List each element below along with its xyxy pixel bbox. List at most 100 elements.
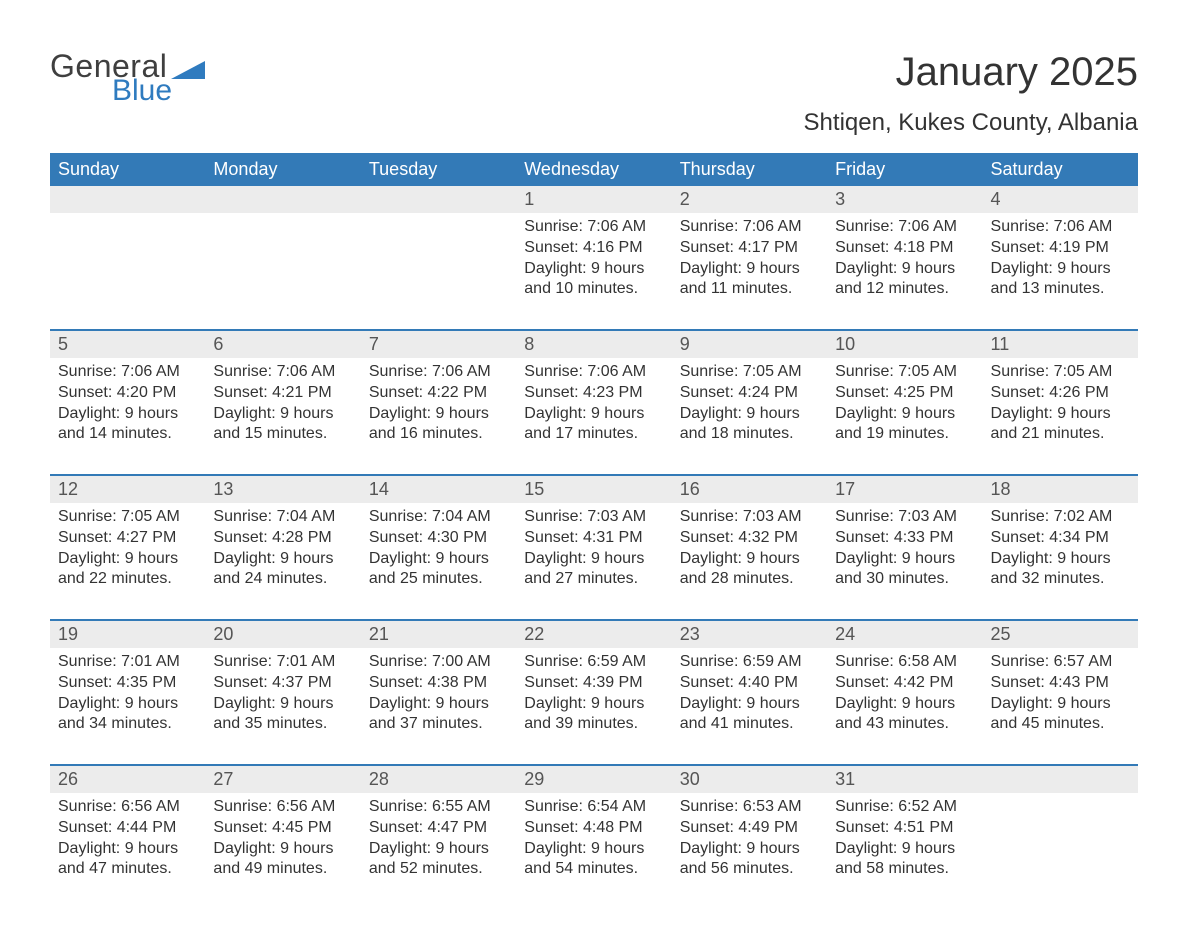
- day-body-row: Sunrise: 7:01 AMSunset: 4:35 PMDaylight:…: [50, 648, 1138, 750]
- sunrise-line: Sunrise: 7:06 AM: [58, 362, 197, 383]
- sunset-line: Sunset: 4:25 PM: [835, 383, 974, 404]
- day-cell: Sunrise: 6:58 AMSunset: 4:42 PMDaylight:…: [827, 648, 982, 750]
- dow-cell: Thursday: [672, 153, 827, 186]
- daylight-line: Daylight: 9 hours and 28 minutes.: [680, 549, 819, 591]
- sunrise-line: Sunrise: 6:53 AM: [680, 797, 819, 818]
- daylight-line: Daylight: 9 hours and 10 minutes.: [524, 259, 663, 301]
- sunset-line: Sunset: 4:48 PM: [524, 818, 663, 839]
- sunrise-line: Sunrise: 6:59 AM: [524, 652, 663, 673]
- dow-cell: Friday: [827, 153, 982, 186]
- week-block: 262728293031Sunrise: 6:56 AMSunset: 4:44…: [50, 764, 1138, 895]
- daynum-cell: 2: [672, 186, 827, 213]
- sunset-line: Sunset: 4:33 PM: [835, 528, 974, 549]
- sunrise-line: Sunrise: 7:06 AM: [835, 217, 974, 238]
- title-location: Shtiqen, Kukes County, Albania: [804, 109, 1138, 137]
- page: General Blue January 2025 Shtiqen, Kukes…: [0, 0, 1188, 925]
- sunset-line: Sunset: 4:28 PM: [213, 528, 352, 549]
- week-block: 19202122232425Sunrise: 7:01 AMSunset: 4:…: [50, 619, 1138, 764]
- week-block: 567891011Sunrise: 7:06 AMSunset: 4:20 PM…: [50, 329, 1138, 474]
- daylight-line: Daylight: 9 hours and 18 minutes.: [680, 404, 819, 446]
- sunset-line: Sunset: 4:43 PM: [991, 673, 1130, 694]
- daylight-line: Daylight: 9 hours and 16 minutes.: [369, 404, 508, 446]
- sunrise-line: Sunrise: 7:01 AM: [58, 652, 197, 673]
- daynum-cell: [361, 186, 516, 213]
- day-cell: Sunrise: 7:05 AMSunset: 4:26 PMDaylight:…: [983, 358, 1138, 460]
- sunrise-line: Sunrise: 6:56 AM: [213, 797, 352, 818]
- sunset-line: Sunset: 4:45 PM: [213, 818, 352, 839]
- sunset-line: Sunset: 4:47 PM: [369, 818, 508, 839]
- day-cell: Sunrise: 6:59 AMSunset: 4:39 PMDaylight:…: [516, 648, 671, 750]
- sunrise-line: Sunrise: 7:06 AM: [524, 217, 663, 238]
- daynum-cell: 15: [516, 476, 671, 503]
- daynum-cell: 27: [205, 766, 360, 793]
- day-cell: Sunrise: 7:05 AMSunset: 4:27 PMDaylight:…: [50, 503, 205, 605]
- day-cell: Sunrise: 7:06 AMSunset: 4:22 PMDaylight:…: [361, 358, 516, 460]
- day-cell: [205, 213, 360, 315]
- day-cell: Sunrise: 7:01 AMSunset: 4:35 PMDaylight:…: [50, 648, 205, 750]
- sunset-line: Sunset: 4:18 PM: [835, 238, 974, 259]
- daylight-line: Daylight: 9 hours and 13 minutes.: [991, 259, 1130, 301]
- sunrise-line: Sunrise: 6:54 AM: [524, 797, 663, 818]
- daylight-line: Daylight: 9 hours and 52 minutes.: [369, 839, 508, 881]
- sunset-line: Sunset: 4:49 PM: [680, 818, 819, 839]
- daynum-cell: 18: [983, 476, 1138, 503]
- day-body-row: Sunrise: 6:56 AMSunset: 4:44 PMDaylight:…: [50, 793, 1138, 895]
- daynum-cell: 21: [361, 621, 516, 648]
- day-cell: Sunrise: 6:56 AMSunset: 4:44 PMDaylight:…: [50, 793, 205, 895]
- daynum-cell: 4: [983, 186, 1138, 213]
- sunrise-line: Sunrise: 7:06 AM: [524, 362, 663, 383]
- daylight-line: Daylight: 9 hours and 49 minutes.: [213, 839, 352, 881]
- daylight-line: Daylight: 9 hours and 21 minutes.: [991, 404, 1130, 446]
- daylight-line: Daylight: 9 hours and 17 minutes.: [524, 404, 663, 446]
- calendar: SundayMondayTuesdayWednesdayThursdayFrid…: [50, 153, 1138, 895]
- daylight-line: Daylight: 9 hours and 34 minutes.: [58, 694, 197, 736]
- sunrise-line: Sunrise: 7:02 AM: [991, 507, 1130, 528]
- daynum-cell: 17: [827, 476, 982, 503]
- daylight-line: Daylight: 9 hours and 15 minutes.: [213, 404, 352, 446]
- sunrise-line: Sunrise: 7:03 AM: [680, 507, 819, 528]
- daynum-cell: 14: [361, 476, 516, 503]
- daynum-cell: 11: [983, 331, 1138, 358]
- sunset-line: Sunset: 4:35 PM: [58, 673, 197, 694]
- sunset-line: Sunset: 4:34 PM: [991, 528, 1130, 549]
- day-cell: Sunrise: 7:06 AMSunset: 4:16 PMDaylight:…: [516, 213, 671, 315]
- day-cell: Sunrise: 7:06 AMSunset: 4:20 PMDaylight:…: [50, 358, 205, 460]
- daynum-cell: 12: [50, 476, 205, 503]
- title-month-year: January 2025: [804, 50, 1138, 95]
- sunset-line: Sunset: 4:16 PM: [524, 238, 663, 259]
- day-cell: Sunrise: 7:06 AMSunset: 4:17 PMDaylight:…: [672, 213, 827, 315]
- sunrise-line: Sunrise: 6:58 AM: [835, 652, 974, 673]
- sunset-line: Sunset: 4:30 PM: [369, 528, 508, 549]
- sunset-line: Sunset: 4:31 PM: [524, 528, 663, 549]
- sunset-line: Sunset: 4:40 PM: [680, 673, 819, 694]
- daynum-cell: 30: [672, 766, 827, 793]
- day-cell: Sunrise: 7:03 AMSunset: 4:33 PMDaylight:…: [827, 503, 982, 605]
- sunrise-line: Sunrise: 6:56 AM: [58, 797, 197, 818]
- day-cell: Sunrise: 7:03 AMSunset: 4:32 PMDaylight:…: [672, 503, 827, 605]
- daynum-cell: [205, 186, 360, 213]
- daynum-cell: 8: [516, 331, 671, 358]
- daylight-line: Daylight: 9 hours and 47 minutes.: [58, 839, 197, 881]
- day-cell: [983, 793, 1138, 895]
- daylight-line: Daylight: 9 hours and 11 minutes.: [680, 259, 819, 301]
- daylight-line: Daylight: 9 hours and 25 minutes.: [369, 549, 508, 591]
- sunrise-line: Sunrise: 7:03 AM: [835, 507, 974, 528]
- sunset-line: Sunset: 4:17 PM: [680, 238, 819, 259]
- sunrise-line: Sunrise: 7:03 AM: [524, 507, 663, 528]
- dow-cell: Monday: [205, 153, 360, 186]
- daylight-line: Daylight: 9 hours and 54 minutes.: [524, 839, 663, 881]
- daynum-cell: 6: [205, 331, 360, 358]
- daynum-cell: 20: [205, 621, 360, 648]
- daylight-line: Daylight: 9 hours and 24 minutes.: [213, 549, 352, 591]
- sunset-line: Sunset: 4:38 PM: [369, 673, 508, 694]
- sunset-line: Sunset: 4:39 PM: [524, 673, 663, 694]
- day-cell: Sunrise: 6:52 AMSunset: 4:51 PMDaylight:…: [827, 793, 982, 895]
- daynum-cell: [50, 186, 205, 213]
- day-body-row: Sunrise: 7:05 AMSunset: 4:27 PMDaylight:…: [50, 503, 1138, 605]
- logo-triangle-icon: [171, 57, 205, 83]
- daynum-cell: 7: [361, 331, 516, 358]
- day-cell: Sunrise: 7:06 AMSunset: 4:19 PMDaylight:…: [983, 213, 1138, 315]
- sunrise-line: Sunrise: 7:06 AM: [680, 217, 819, 238]
- daynum-cell: 9: [672, 331, 827, 358]
- sunrise-line: Sunrise: 7:01 AM: [213, 652, 352, 673]
